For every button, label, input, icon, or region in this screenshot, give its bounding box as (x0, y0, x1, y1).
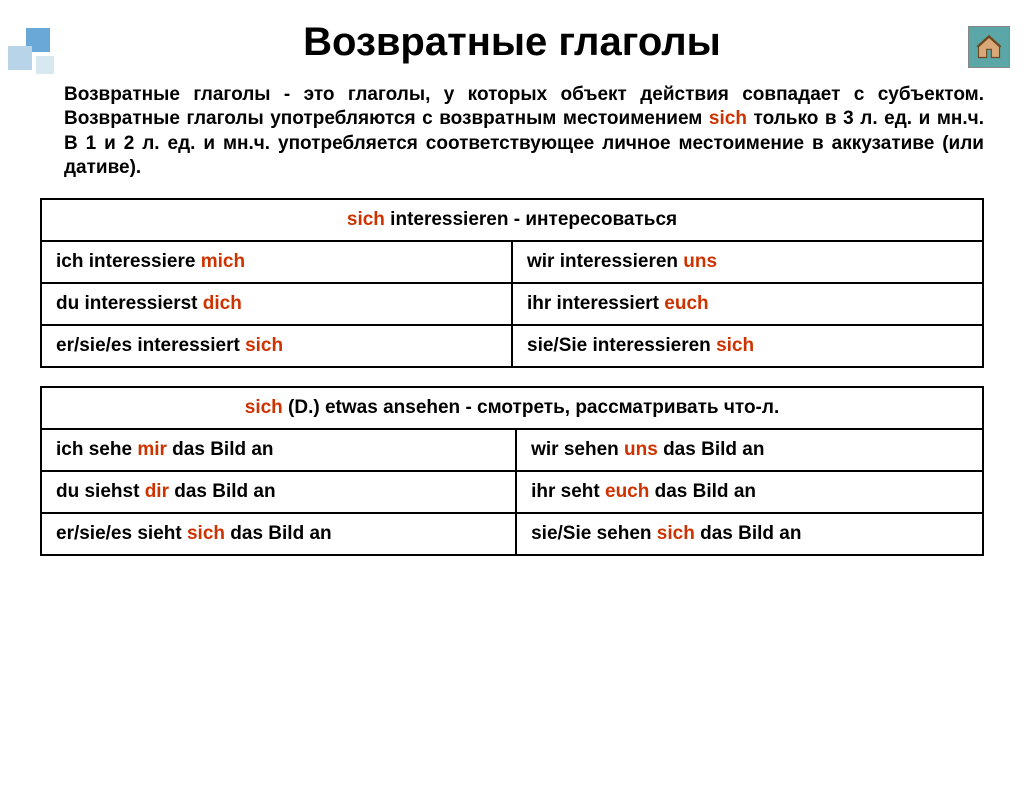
cell-left: ich sehe mir das Bild an (41, 429, 516, 471)
cell-right: sie/Sie sehen sich das Bild an (516, 513, 983, 555)
home-button[interactable] (968, 26, 1010, 68)
table-row: du siehst dir das Bild an ihr seht euch … (41, 471, 983, 513)
table-row: er/sie/es sieht sich das Bild an sie/Sie… (41, 513, 983, 555)
cell-pre: du siehst (56, 481, 145, 502)
cell-hl: euch (605, 481, 649, 502)
cell-hl: sich (245, 335, 283, 356)
decorative-squares (8, 28, 68, 88)
desc-prefix: Возвратные глаголы (64, 84, 271, 105)
cell-pre: ich interessiere (56, 251, 201, 272)
cell-pre: er/sie/es sieht (56, 523, 187, 544)
description-paragraph: Возвратные глаголы - это глаголы, у кото… (64, 83, 984, 180)
table-row: du interessierst dich ihr interessiert e… (41, 283, 983, 325)
cell-hl: dir (145, 481, 169, 502)
cell-pre: sie/Sie interessieren (527, 335, 716, 356)
cell-hl: euch (664, 293, 708, 314)
cell-left: du siehst dir das Bild an (41, 471, 516, 513)
table-row: ich sehe mir das Bild an wir sehen uns d… (41, 429, 983, 471)
table-interessieren: sich interessieren - интересоваться ich … (40, 198, 984, 368)
table-ansehen: sich (D.) etwas ansehen - смотреть, расс… (40, 386, 984, 556)
cell-pre: wir sehen (531, 439, 624, 460)
cell-right: ihr seht euch das Bild an (516, 471, 983, 513)
cell-hl: mich (201, 251, 245, 272)
cell-post: das Bild an (649, 481, 756, 502)
cell-post: das Bild an (658, 439, 765, 460)
cell-hl: uns (624, 439, 658, 460)
cell-hl: sich (657, 523, 695, 544)
page-title: Возвратные глаголы (0, 20, 1024, 65)
home-icon (975, 33, 1003, 61)
cell-pre: du interessierst (56, 293, 203, 314)
cell-left: ich interessiere mich (41, 241, 512, 283)
cell-post: das Bild an (169, 481, 276, 502)
cell-hl: mir (137, 439, 167, 460)
square-2 (8, 46, 32, 70)
table-row: ich interessiere mich wir interessieren … (41, 241, 983, 283)
cell-hl: dich (203, 293, 242, 314)
table-header: sich (D.) etwas ansehen - смотреть, расс… (41, 387, 983, 429)
cell-pre: ich sehe (56, 439, 137, 460)
header-rest: interessieren - интересоваться (385, 209, 677, 230)
header-rest: (D.) etwas ansehen - смотреть, рассматри… (283, 397, 779, 418)
cell-post: das Bild an (167, 439, 274, 460)
cell-left: er/sie/es interessiert sich (41, 325, 512, 367)
header-hl: sich (347, 209, 385, 230)
desc-hl1: sich (709, 108, 747, 129)
cell-right: wir sehen uns das Bild an (516, 429, 983, 471)
cell-pre: wir interessieren (527, 251, 683, 272)
cell-right: ihr interessiert euch (512, 283, 983, 325)
cell-pre: sie/Sie sehen (531, 523, 657, 544)
header-hl: sich (245, 397, 283, 418)
cell-pre: ihr interessiert (527, 293, 664, 314)
cell-left: du interessierst dich (41, 283, 512, 325)
cell-hl: sich (187, 523, 225, 544)
cell-pre: ihr seht (531, 481, 605, 502)
table-row: er/sie/es interessiert sich sie/Sie inte… (41, 325, 983, 367)
cell-post: das Bild an (695, 523, 802, 544)
cell-hl: sich (716, 335, 754, 356)
cell-left: er/sie/es sieht sich das Bild an (41, 513, 516, 555)
table-row: sich interessieren - интересоваться (41, 199, 983, 241)
cell-right: wir interessieren uns (512, 241, 983, 283)
cell-right: sie/Sie interessieren sich (512, 325, 983, 367)
cell-post: das Bild an (225, 523, 332, 544)
square-3 (36, 56, 54, 74)
table-row: sich (D.) etwas ansehen - смотреть, расс… (41, 387, 983, 429)
cell-pre: er/sie/es interessiert (56, 335, 245, 356)
table-header: sich interessieren - интересоваться (41, 199, 983, 241)
cell-hl: uns (683, 251, 717, 272)
